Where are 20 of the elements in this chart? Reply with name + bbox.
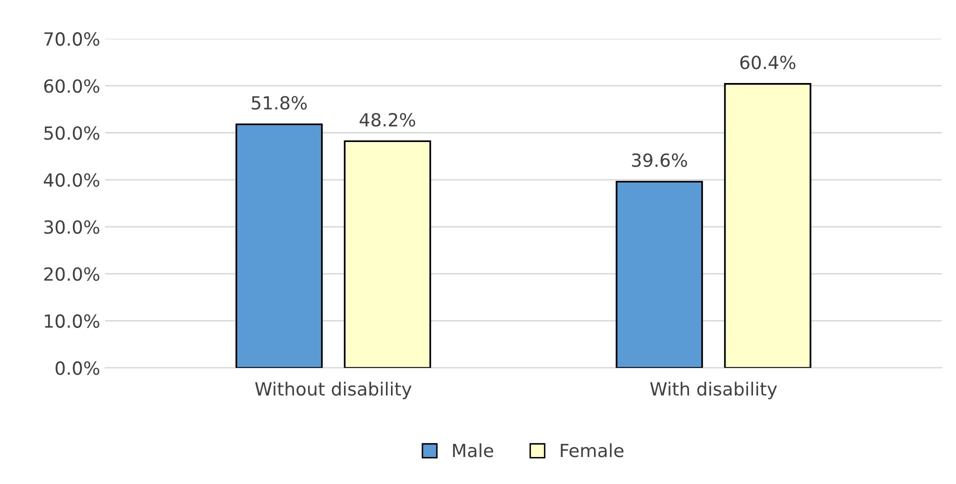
y-tick-label: 50.0% [44, 126, 100, 140]
legend-label: Male [453, 443, 494, 458]
y-tick-label: 30.0% [44, 220, 100, 234]
y-tick-label: 0.0% [56, 361, 100, 375]
bar [236, 123, 323, 368]
y-tick-label: 10.0% [44, 314, 100, 328]
data-label: 51.8% [252, 96, 307, 110]
x-tick-label: With disability [650, 382, 777, 400]
x-tick-label: Without disability [255, 382, 412, 400]
bar [616, 180, 703, 368]
bar [344, 140, 432, 368]
data-label: 48.2% [360, 112, 416, 127]
data-label: 39.6% [632, 153, 688, 168]
y-tick-label: 70.0% [44, 32, 100, 46]
y-tick-label: 20.0% [44, 267, 100, 281]
y-tick-label: 40.0% [44, 173, 100, 187]
legend-label: Female [560, 443, 624, 458]
data-label: 60.4% [740, 56, 796, 70]
bar [724, 83, 812, 368]
y-tick-label: 60.0% [44, 79, 100, 93]
